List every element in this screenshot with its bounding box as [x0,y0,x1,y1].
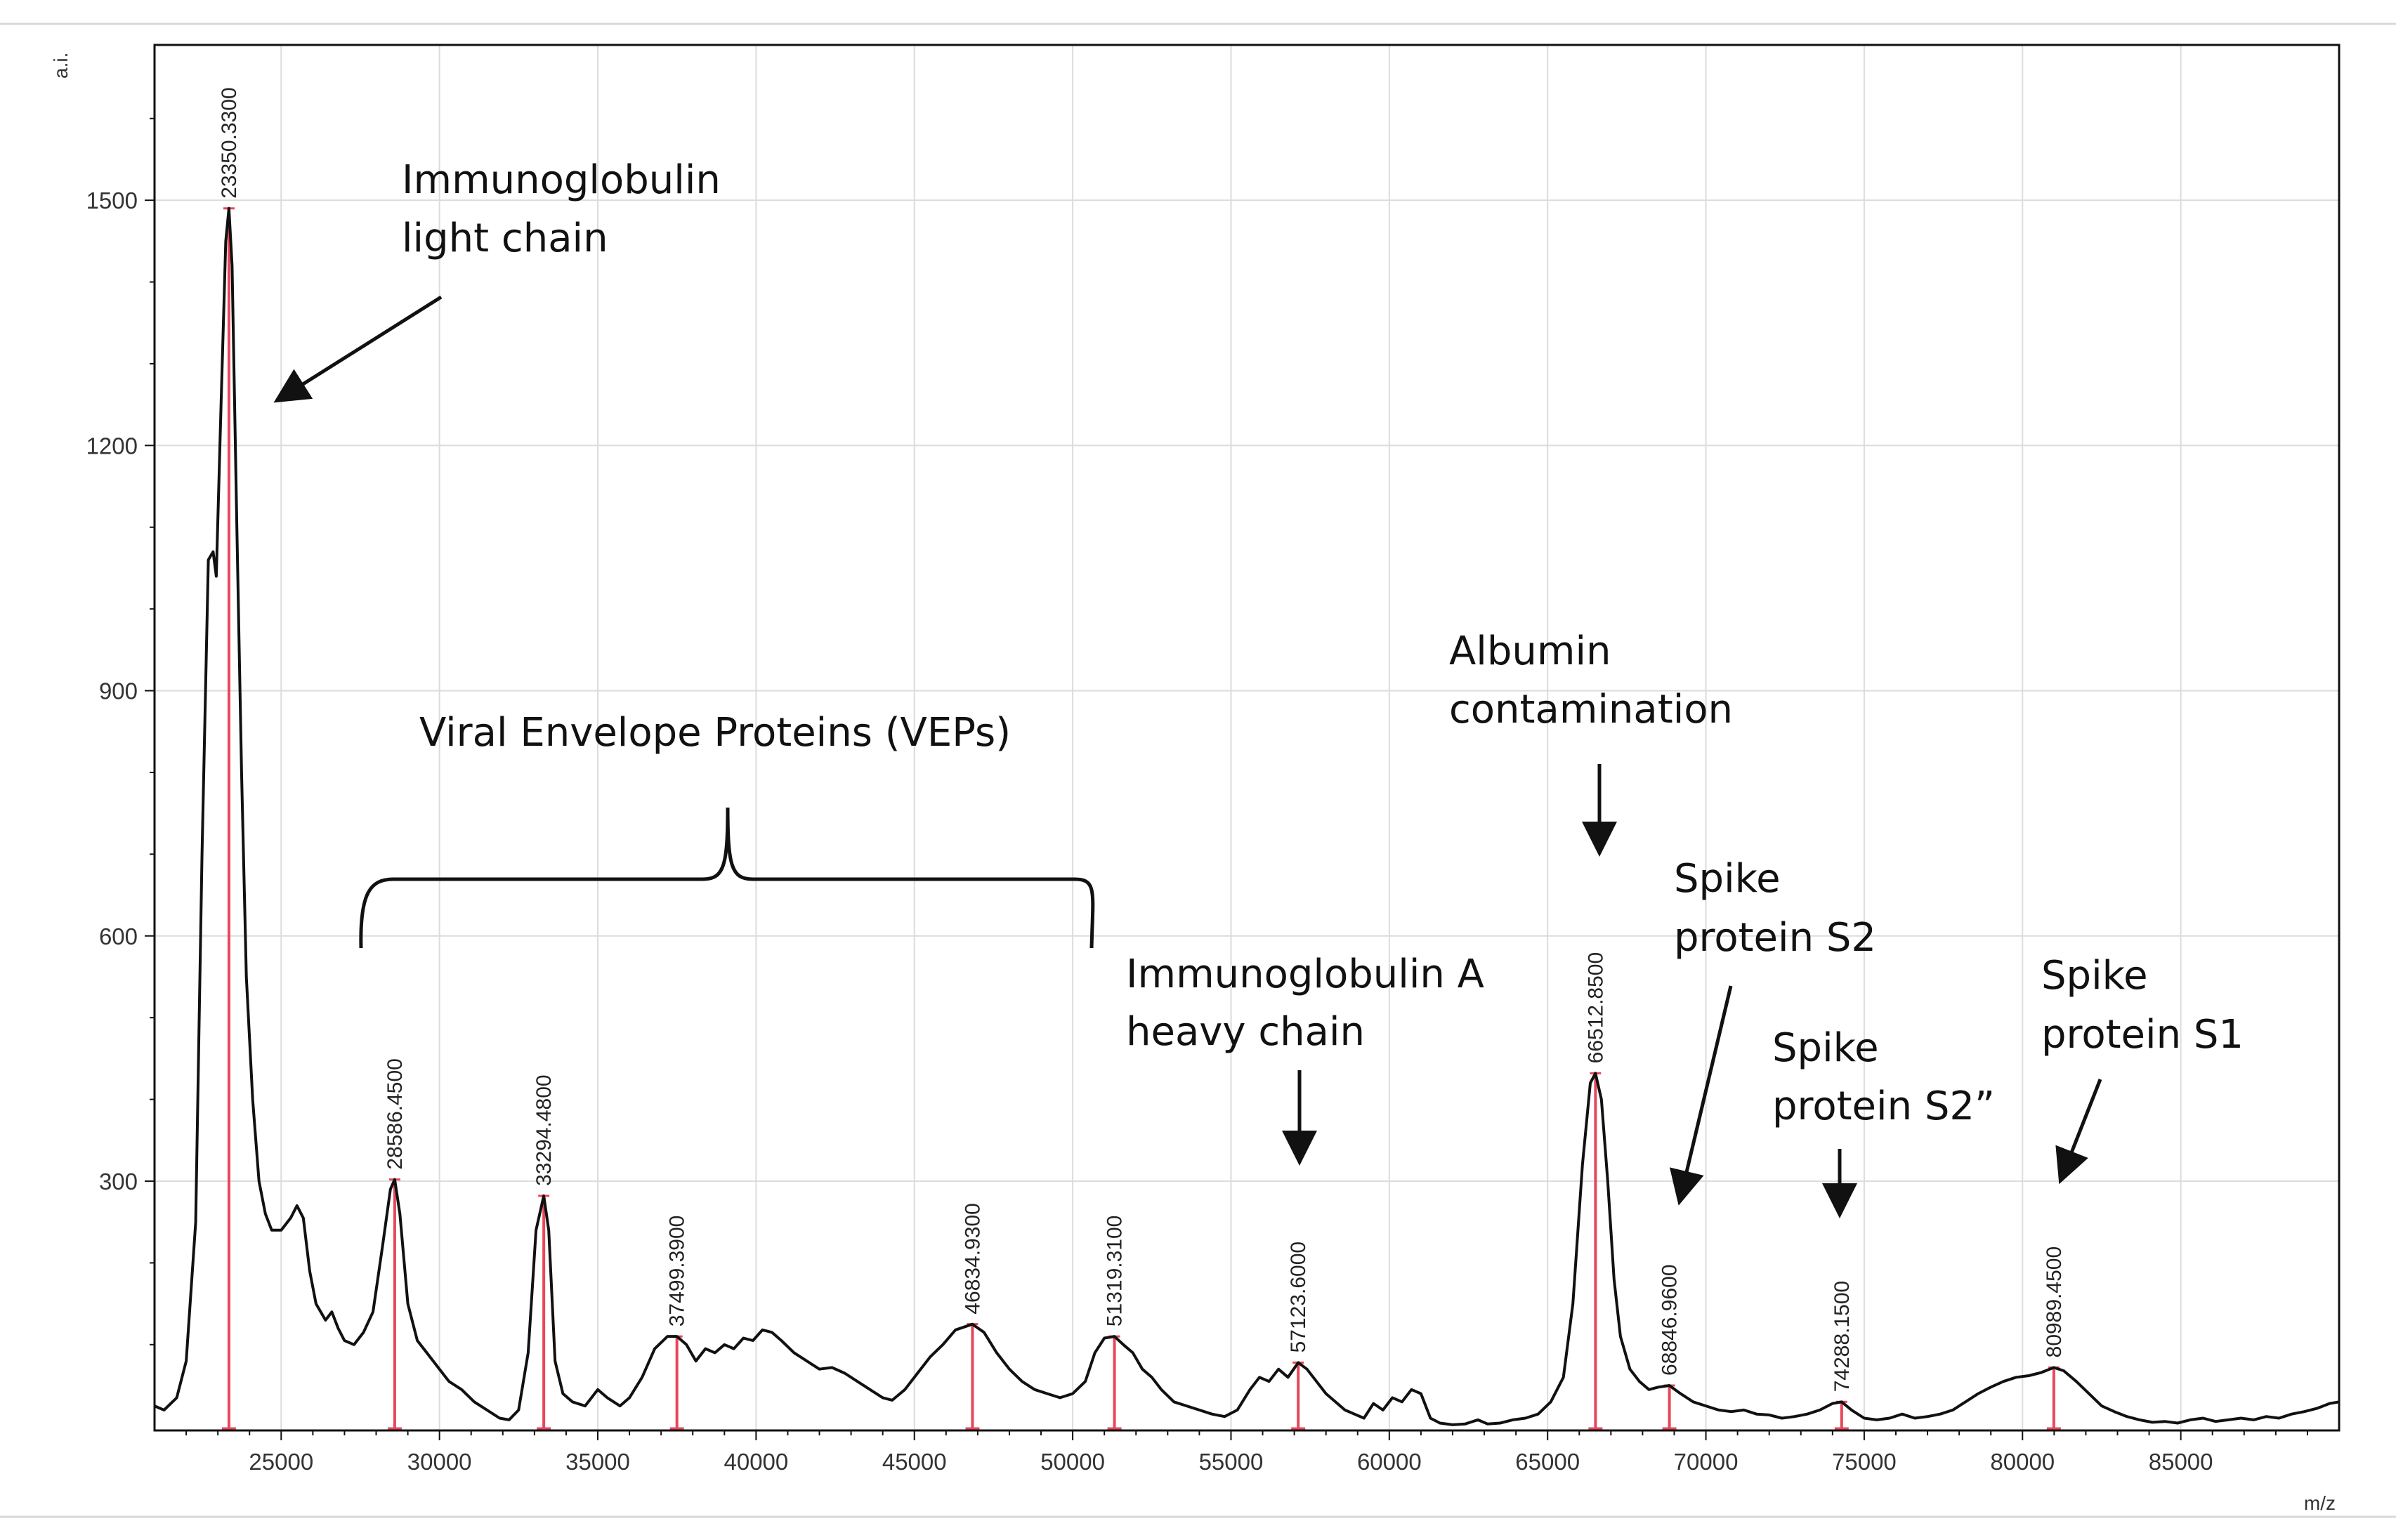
x-axis-label: m/z [2304,1492,2336,1514]
peak-label: 28586.4500 [384,1058,407,1170]
annotation-light-chain-line1: Immunoglobulin [402,157,721,203]
annotation-spike-s2pp-line1: Spike [1772,1025,1879,1071]
x-tick-label: 80000 [1990,1449,2055,1475]
peak-label: 37499.3900 [666,1216,689,1327]
peak-label: 46834.9300 [961,1203,984,1315]
annotation-spike-s1: Spike protein S1 [2041,953,2244,1185]
spectrum-line [154,206,2340,1426]
annotation-light-chain: Immunoglobulin light chain [273,157,721,403]
annotation-spike-s2-line1: Spike [1674,856,1781,902]
peak-label: 23350.3300 [218,87,241,199]
annotation-light-chain-line2: light chain [402,216,608,261]
y-tick-label: 1200 [86,433,138,459]
y-tick-label: 900 [99,678,138,704]
peak-label: 66512.8500 [1584,952,1607,1064]
annotation-iga-line1: Immunoglobulin A [1126,952,1484,997]
x-tick-label: 30000 [407,1449,472,1475]
peak-label: 74288.1500 [1831,1281,1854,1393]
x-tick-label: 50000 [1040,1449,1105,1475]
y-axis-label: a.i. [50,53,72,79]
annotation-iga-line2: heavy chain [1126,1009,1365,1055]
annotation-spike-s1-line1: Spike [2041,953,2148,999]
x-tick-label: 45000 [882,1449,947,1475]
x-tick-label: 85000 [2149,1449,2213,1475]
annotation-spike-s2-arrow [1669,985,1733,1206]
annotation-spike-s2-line2: protein S2 [1674,915,1876,961]
annotation-veps: Viral Envelope Proteins (VEPs) [359,710,1095,949]
x-tick-label: 70000 [1674,1449,1739,1475]
annotation-veps-line1: Viral Envelope Proteins (VEPs) [419,710,1011,756]
y-axis: 300 600 900 1200 1500 [86,117,155,1345]
annotation-albumin: Albumin contamination [1449,628,1733,857]
annotation-spike-s1-line2: protein S1 [2041,1012,2244,1058]
x-tick-label: 35000 [565,1449,630,1475]
x-tick-label: 55000 [1199,1449,1264,1475]
peak-label: 57123.6000 [1287,1242,1310,1353]
x-tick-label: 65000 [1515,1449,1580,1475]
veps-bracket [359,807,1095,949]
peak-label: 68846.9600 [1658,1264,1682,1376]
peak-label: 33294.4800 [532,1074,556,1186]
spectrum-layer [154,206,2340,1426]
plot-frame [153,44,2341,1432]
x-axis: 25000 30000 35000 40000 45000 50000 55000 60000… [185,1430,2308,1475]
peak-label: 51319.3100 [1104,1216,1127,1327]
annotation-light-chain-arrow [273,295,443,403]
grid [155,45,2339,1430]
annotation-spike-s2pp-line2: protein S2” [1772,1084,1995,1129]
annotation-spike-s2: Spike protein S2 [1669,856,1876,1206]
y-tick-label: 1500 [86,187,138,213]
peak-markers [221,207,2061,1430]
x-tick-label: 75000 [1832,1449,1897,1475]
y-tick-label: 300 [99,1169,138,1195]
peak-label: 80989.4500 [2043,1246,2066,1358]
x-tick-label: 25000 [249,1449,313,1475]
peak-labels: 23350.3300 28586.4500 33294.4800 37499.3900… [218,87,2066,1392]
x-tick-label: 60000 [1357,1449,1422,1475]
annotation-iga: Immunoglobulin A heavy chain [1126,952,1484,1166]
x-tick-label: 40000 [724,1449,788,1475]
y-tick-label: 600 [99,923,138,949]
annotation-albumin-line1: Albumin [1449,628,1611,674]
annotation-spike-s2pp: Spike protein S2” [1772,1025,1995,1218]
annotation-albumin-line2: contamination [1449,687,1733,732]
annotation-spike-s1-arrow [2055,1079,2102,1185]
